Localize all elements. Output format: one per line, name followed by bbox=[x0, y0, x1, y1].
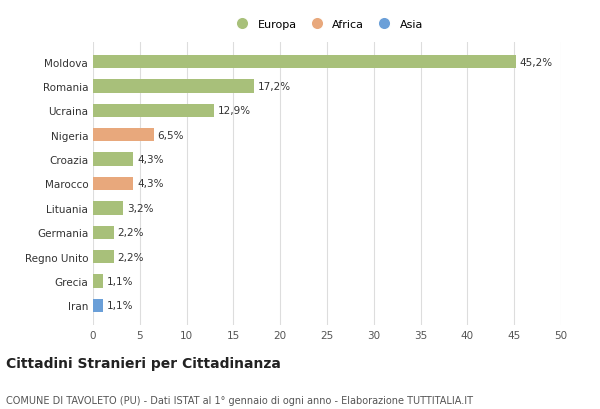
Text: 4,3%: 4,3% bbox=[137, 179, 163, 189]
Text: Cittadini Stranieri per Cittadinanza: Cittadini Stranieri per Cittadinanza bbox=[6, 356, 281, 370]
Bar bbox=[93, 299, 103, 312]
Text: 1,1%: 1,1% bbox=[107, 276, 134, 286]
Bar bbox=[93, 56, 516, 69]
Bar bbox=[93, 153, 133, 166]
Text: 12,9%: 12,9% bbox=[217, 106, 251, 116]
Text: 1,1%: 1,1% bbox=[107, 301, 134, 310]
Text: 45,2%: 45,2% bbox=[520, 58, 553, 67]
Legend: Europa, Africa, Asia: Europa, Africa, Asia bbox=[229, 18, 425, 32]
Text: 4,3%: 4,3% bbox=[137, 155, 163, 165]
Text: 2,2%: 2,2% bbox=[118, 228, 144, 238]
Bar bbox=[93, 104, 214, 118]
Bar bbox=[93, 129, 154, 142]
Text: 17,2%: 17,2% bbox=[258, 82, 291, 92]
Text: 3,2%: 3,2% bbox=[127, 203, 153, 213]
Text: COMUNE DI TAVOLETO (PU) - Dati ISTAT al 1° gennaio di ogni anno - Elaborazione T: COMUNE DI TAVOLETO (PU) - Dati ISTAT al … bbox=[6, 395, 473, 405]
Bar bbox=[93, 80, 254, 94]
Text: 6,5%: 6,5% bbox=[158, 130, 184, 140]
Bar bbox=[93, 178, 133, 191]
Bar bbox=[93, 250, 113, 264]
Bar bbox=[93, 202, 123, 215]
Bar bbox=[93, 226, 113, 239]
Bar bbox=[93, 274, 103, 288]
Text: 2,2%: 2,2% bbox=[118, 252, 144, 262]
